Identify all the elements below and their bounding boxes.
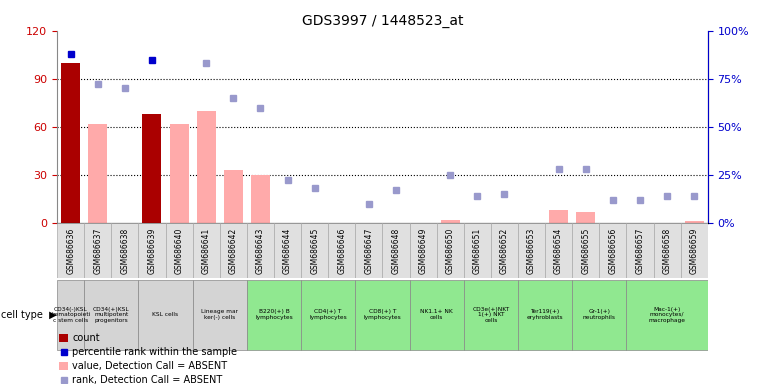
Bar [274, 223, 301, 278]
Text: CD3e(+)NKT
1(+) NKT
cells: CD3e(+)NKT 1(+) NKT cells [473, 306, 509, 323]
Bar [518, 223, 545, 278]
Text: GSM686647: GSM686647 [365, 227, 374, 274]
Bar [626, 223, 654, 278]
Text: GSM686643: GSM686643 [256, 227, 265, 274]
Text: rank, Detection Call = ABSENT: rank, Detection Call = ABSENT [72, 375, 222, 384]
Text: GSM686659: GSM686659 [689, 227, 699, 274]
Bar [142, 114, 161, 223]
Text: Mac-1(+)
monocytes/
macrophage: Mac-1(+) monocytes/ macrophage [648, 306, 686, 323]
Bar [139, 223, 165, 278]
Bar [463, 223, 491, 278]
Text: value, Detection Call = ABSENT: value, Detection Call = ABSENT [72, 361, 228, 371]
Bar [301, 280, 355, 350]
Text: cell type  ▶: cell type ▶ [2, 310, 57, 320]
Text: CD34(+)KSL
multipotent
progenitors: CD34(+)KSL multipotent progenitors [93, 306, 129, 323]
Text: GSM686658: GSM686658 [663, 227, 671, 274]
Text: GSM686653: GSM686653 [527, 227, 536, 274]
Bar [88, 124, 107, 223]
Text: KSL cells: KSL cells [152, 312, 179, 318]
Bar [170, 124, 189, 223]
Bar [599, 223, 626, 278]
Text: GSM686648: GSM686648 [391, 227, 400, 274]
Bar [220, 223, 247, 278]
Text: GSM686656: GSM686656 [608, 227, 617, 274]
Bar [680, 223, 708, 278]
Text: B220(+) B
lymphocytes: B220(+) B lymphocytes [255, 310, 293, 320]
Bar [545, 223, 572, 278]
Text: CD8(+) T
lymphocytes: CD8(+) T lymphocytes [364, 310, 401, 320]
Text: GSM686642: GSM686642 [229, 227, 237, 274]
Bar [247, 280, 301, 350]
Bar [549, 210, 568, 223]
Bar [301, 223, 328, 278]
Bar [409, 280, 463, 350]
Bar [355, 280, 409, 350]
Bar [685, 221, 704, 223]
Text: GSM686646: GSM686646 [337, 227, 346, 274]
Bar [57, 280, 84, 350]
Bar [654, 223, 680, 278]
Bar [59, 362, 68, 370]
Bar [463, 280, 518, 350]
Text: GSM686655: GSM686655 [581, 227, 591, 274]
Text: GSM686651: GSM686651 [473, 227, 482, 274]
Bar [518, 280, 572, 350]
Bar [409, 223, 437, 278]
Bar [165, 223, 193, 278]
Text: CD34(-)KSL
hematopoieti
c stem cells: CD34(-)KSL hematopoieti c stem cells [51, 306, 91, 323]
Text: GSM686641: GSM686641 [202, 227, 211, 274]
Bar [491, 223, 518, 278]
Text: GSM686644: GSM686644 [283, 227, 292, 274]
Text: GSM686657: GSM686657 [635, 227, 645, 274]
Text: count: count [72, 333, 100, 343]
Bar [355, 223, 382, 278]
Bar [441, 220, 460, 223]
Text: GSM686638: GSM686638 [120, 227, 129, 274]
Text: GSM686649: GSM686649 [419, 227, 428, 274]
Bar [193, 280, 247, 350]
Text: percentile rank within the sample: percentile rank within the sample [72, 347, 237, 357]
Bar [572, 223, 599, 278]
Text: Lineage mar
ker(-) cells: Lineage mar ker(-) cells [201, 310, 238, 320]
Bar [572, 280, 626, 350]
Text: GSM686637: GSM686637 [94, 227, 102, 274]
Text: GSM686654: GSM686654 [554, 227, 563, 274]
Bar [57, 223, 84, 278]
Bar [328, 223, 355, 278]
Bar [61, 63, 80, 223]
Bar [382, 223, 409, 278]
Text: Gr-1(+)
neutrophils: Gr-1(+) neutrophils [583, 310, 616, 320]
Text: GSM686639: GSM686639 [148, 227, 157, 274]
Text: GSM686645: GSM686645 [310, 227, 319, 274]
Text: CD4(+) T
lymphocytes: CD4(+) T lymphocytes [309, 310, 347, 320]
Bar [437, 223, 463, 278]
Text: GSM686650: GSM686650 [446, 227, 454, 274]
Bar [193, 223, 220, 278]
Bar [626, 280, 708, 350]
Text: GSM686636: GSM686636 [66, 227, 75, 274]
Bar [139, 280, 193, 350]
Bar [84, 223, 111, 278]
Bar [196, 111, 215, 223]
Bar [576, 212, 595, 223]
Bar [247, 223, 274, 278]
Text: GSM686640: GSM686640 [174, 227, 183, 274]
Text: NK1.1+ NK
cells: NK1.1+ NK cells [420, 310, 453, 320]
Title: GDS3997 / 1448523_at: GDS3997 / 1448523_at [301, 14, 463, 28]
Bar [84, 280, 139, 350]
Bar [224, 170, 243, 223]
Bar [59, 334, 68, 342]
Text: Ter119(+)
eryhroblasts: Ter119(+) eryhroblasts [527, 310, 563, 320]
Bar [111, 223, 139, 278]
Bar [251, 175, 270, 223]
Text: GSM686652: GSM686652 [500, 227, 509, 274]
